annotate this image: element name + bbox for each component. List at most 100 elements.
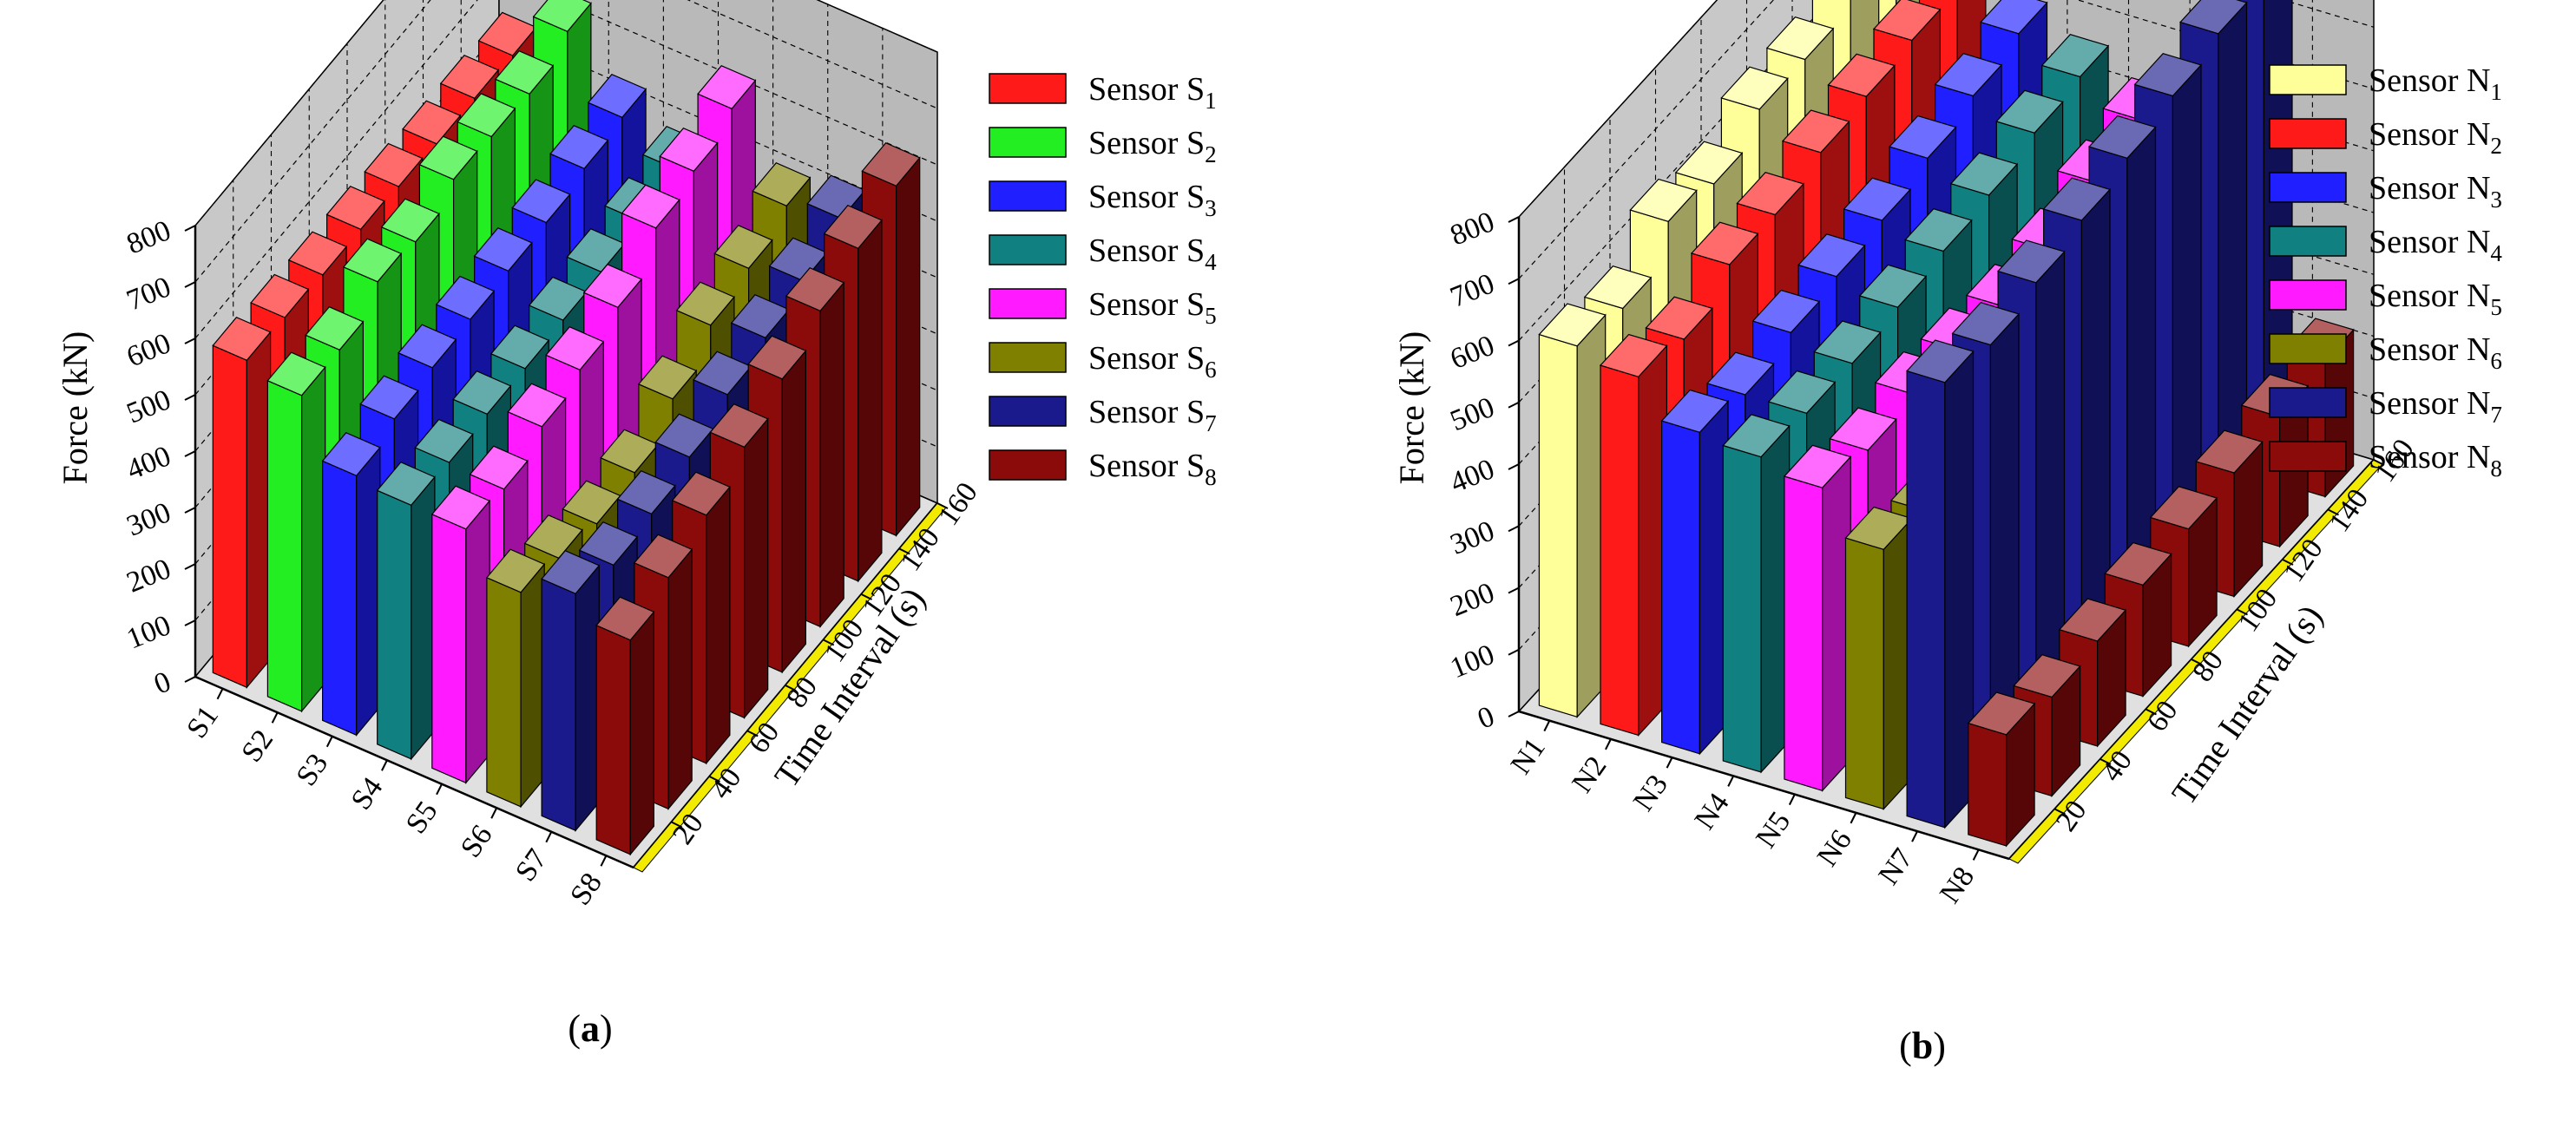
legend-label-subscript: 3 xyxy=(2490,187,2502,213)
bar-side-face xyxy=(667,547,693,810)
force-tick-mark xyxy=(184,450,196,457)
panel-label-close: ) xyxy=(1933,1025,1946,1067)
category-tick-mark xyxy=(600,855,608,867)
legend-swatch xyxy=(2269,172,2347,203)
legend-swatch xyxy=(2269,64,2347,95)
category-tick-label: N1 xyxy=(1505,732,1552,780)
force-tick-label: 100 xyxy=(122,609,175,655)
force-tick-mark xyxy=(184,563,196,570)
legend-label-name: Sensor N xyxy=(2369,439,2490,475)
force-tick-mark xyxy=(184,507,196,514)
legend-swatch xyxy=(989,396,1067,427)
force-tick-mark xyxy=(184,394,196,401)
legend-label-name: Sensor S xyxy=(1088,340,1205,377)
legend-label: Sensor N4 xyxy=(2369,224,2502,266)
bar-side-face xyxy=(520,562,545,809)
bar-top-face xyxy=(1720,66,1789,110)
bar-top-face xyxy=(578,521,639,567)
legend-label: Sensor S7 xyxy=(1088,394,1217,436)
time-tick-mark xyxy=(2373,459,2385,466)
legend-item: Sensor S3 xyxy=(989,179,1217,221)
panel-label: (b) xyxy=(1899,1025,1946,1067)
force-tick-mark xyxy=(184,676,196,683)
category-tick-mark xyxy=(1911,830,1918,842)
bar-side-face xyxy=(411,475,436,761)
bar-top-face xyxy=(1783,444,1852,488)
bar-top-face xyxy=(305,305,365,351)
force-tick-label: 300 xyxy=(122,496,175,542)
time-tick-mark xyxy=(2237,608,2248,616)
bar-top-face xyxy=(1722,414,1791,458)
legend-item: Sensor N1 xyxy=(2269,62,2502,105)
category-tick-label: S7 xyxy=(509,843,554,888)
time-tick-mark xyxy=(785,685,797,691)
bar-top-face xyxy=(1980,0,2048,35)
bar xyxy=(1906,339,1975,829)
bar-front-face xyxy=(266,379,303,712)
category-tick-mark xyxy=(216,688,224,700)
bar-top-face xyxy=(1645,296,1713,340)
category-axis-line xyxy=(194,675,634,869)
legend-label-name: Sensor S xyxy=(1088,71,1205,108)
bar xyxy=(1722,414,1791,774)
force-tick-mark xyxy=(1508,586,1520,594)
force-tick-mark xyxy=(1508,216,1520,223)
legend-label-subscript: 6 xyxy=(1205,357,1217,383)
bar-top-face xyxy=(418,135,478,180)
bar-top-face xyxy=(2042,177,2112,221)
category-axis-line xyxy=(1518,710,2010,861)
bar-top-face xyxy=(490,324,550,370)
time-tick-mark xyxy=(746,730,759,737)
category-tick-mark xyxy=(1972,849,1980,861)
category-tick-label: S2 xyxy=(235,724,279,769)
legend-swatch xyxy=(2269,441,2347,472)
category-tick-label: S3 xyxy=(290,748,334,792)
category-tick-label: N4 xyxy=(1689,788,1736,835)
bar-top-face xyxy=(1858,264,1928,308)
legend-label: Sensor N2 xyxy=(2369,116,2502,159)
legend-swatch xyxy=(2269,387,2347,418)
bar-side-face xyxy=(629,610,655,856)
legend-label: Sensor N6 xyxy=(2369,331,2502,374)
time-tick-mark xyxy=(2146,708,2157,716)
bar-side-face xyxy=(819,281,844,628)
force-tick-mark xyxy=(1508,525,1520,533)
category-tick-label: S8 xyxy=(564,868,608,912)
bar-top-face xyxy=(430,485,491,530)
bar-top-face xyxy=(457,93,516,138)
bar-front-face xyxy=(1968,722,2008,847)
bar-top-face xyxy=(1889,115,1957,159)
bar-top-face xyxy=(582,263,643,309)
bar-top-face xyxy=(1583,265,1653,310)
bar-top-face xyxy=(1660,389,1730,433)
time-tick-label: 160 xyxy=(932,477,984,532)
bar-front-face xyxy=(377,489,412,760)
bar-top-face xyxy=(1736,172,1804,216)
category-tick-mark xyxy=(325,736,333,748)
legend-label-subscript: 7 xyxy=(2490,402,2502,428)
legend-label: Sensor N7 xyxy=(2369,385,2502,428)
force-tick-mark xyxy=(1508,401,1520,409)
legend-label-name: Sensor S xyxy=(1088,448,1205,484)
bar xyxy=(212,316,272,689)
force-tick-mark xyxy=(184,619,196,626)
bar-top-face xyxy=(1949,152,2019,196)
bar-top-face xyxy=(1797,233,1866,278)
bar-top-face xyxy=(709,403,769,449)
legend-label-subscript: 1 xyxy=(2490,79,2502,105)
bar xyxy=(266,351,326,713)
legend-label-name: Sensor S xyxy=(1088,233,1205,269)
force-axis-title: Force (kN) xyxy=(1392,331,1431,485)
legend-swatch xyxy=(2269,333,2347,364)
bar-top-face xyxy=(435,275,496,320)
category-tick-mark xyxy=(1788,794,1796,806)
bar-top-face xyxy=(2179,0,2248,35)
legend-item: Sensor N3 xyxy=(2269,170,2502,213)
bar-top-face xyxy=(2013,654,2081,698)
force-ticks: 0 100 200 300 400 500 600 700 800 xyxy=(122,214,196,701)
bar-top-face xyxy=(1829,407,1897,451)
category-tick-mark xyxy=(381,759,388,771)
time-tick-mark xyxy=(823,639,835,646)
bar-top-face xyxy=(2040,34,2110,78)
bar-top-face xyxy=(1538,303,1607,347)
